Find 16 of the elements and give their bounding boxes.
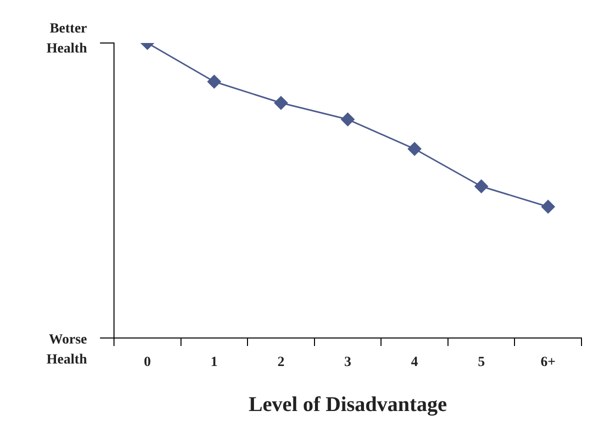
x-tick-label: 0 bbox=[144, 355, 151, 370]
point bbox=[207, 74, 221, 88]
point bbox=[274, 96, 288, 110]
x-axis-title: Level of Disadvantage bbox=[248, 392, 447, 416]
x-tick-label: 3 bbox=[344, 355, 352, 370]
x-tick-label: 6+ bbox=[540, 355, 556, 370]
point bbox=[408, 142, 422, 156]
point bbox=[541, 200, 555, 214]
point bbox=[474, 180, 488, 194]
x-tick-label: 4 bbox=[411, 355, 418, 370]
x-tick-label: 2 bbox=[277, 355, 284, 370]
point bbox=[341, 112, 354, 126]
x-tick-label: 1 bbox=[210, 355, 218, 370]
text: Worse Health bbox=[46, 332, 88, 368]
x-tick-label: 5 bbox=[478, 355, 485, 370]
text: Better Health bbox=[46, 22, 88, 57]
